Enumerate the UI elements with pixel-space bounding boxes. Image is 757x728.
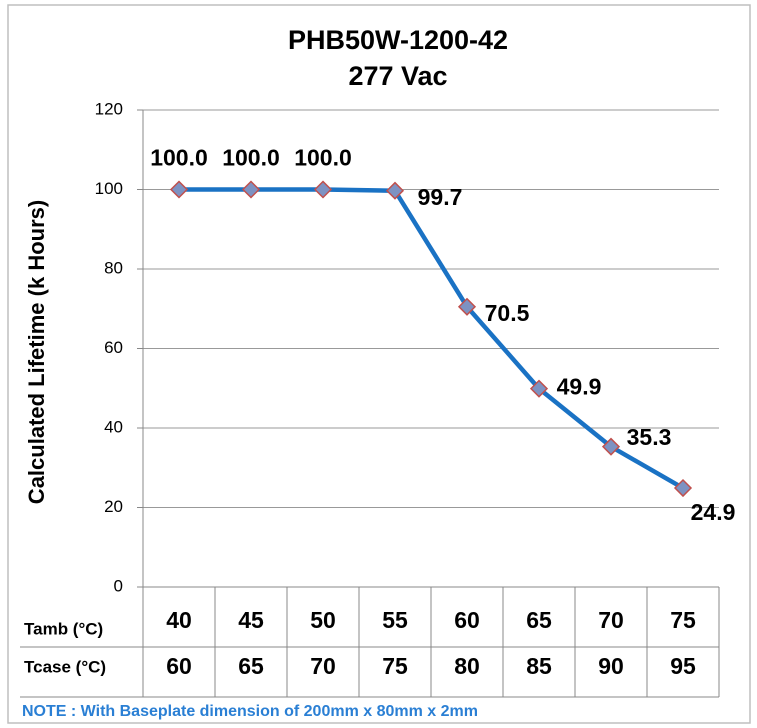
data-label: 49.9 — [557, 374, 602, 400]
data-label: 24.9 — [691, 499, 736, 525]
data-label: 70.5 — [485, 300, 530, 326]
x-tick-label: 75 — [670, 607, 696, 633]
x-tick-label: 65 — [238, 653, 264, 679]
chart-border — [7, 4, 751, 724]
x-tick-label: 40 — [166, 607, 192, 633]
x-tick-label: 45 — [238, 607, 264, 633]
chart-title: PHB50W-1200-42 — [288, 25, 508, 55]
data-label: 100.0 — [222, 145, 280, 171]
chart-subtitle: 277 Vac — [348, 61, 447, 91]
y-tick-label: 0 — [114, 576, 123, 595]
x-tick-label: 80 — [454, 653, 480, 679]
x-tick-label: 70 — [310, 653, 336, 679]
y-tick-label: 80 — [104, 258, 123, 277]
marker — [385, 181, 405, 200]
data-label: 100.0 — [294, 145, 352, 171]
marker — [241, 180, 261, 199]
y-tick-label: 120 — [95, 99, 123, 118]
y-tick-label: 60 — [104, 338, 123, 357]
row-label: Tamb (°C) — [24, 619, 103, 638]
note: NOTE : With Baseplate dimension of 200mm… — [22, 703, 478, 720]
marker — [601, 437, 621, 456]
x-tick-label: 70 — [598, 607, 624, 633]
x-tick-label: 65 — [526, 607, 552, 633]
y-tick-label: 20 — [104, 497, 123, 516]
y-tick-label: 100 — [95, 179, 123, 198]
x-tick-label: 90 — [598, 653, 624, 679]
line — [179, 187, 685, 490]
x-tick-label: 55 — [382, 607, 408, 633]
x-tick-label: 75 — [382, 653, 408, 679]
x-tick-label: 95 — [670, 653, 696, 679]
marker — [457, 297, 477, 316]
marker — [673, 478, 693, 498]
x-tick-label: 85 — [526, 653, 552, 679]
marker — [169, 180, 189, 199]
data-label: 100.0 — [150, 145, 208, 171]
x-tick-label: 60 — [166, 653, 192, 679]
marker — [529, 379, 549, 398]
y-axis-label: Calculated Lifetime (k Hours) — [24, 200, 49, 504]
x-tick-label: 50 — [310, 607, 336, 633]
x-tick-label: 60 — [454, 607, 480, 633]
data-label: 99.7 — [418, 184, 463, 210]
row-label: Tcase (°C) — [24, 657, 106, 676]
marker — [313, 180, 333, 199]
data-label: 35.3 — [627, 424, 672, 450]
y-tick-label: 40 — [104, 417, 123, 436]
